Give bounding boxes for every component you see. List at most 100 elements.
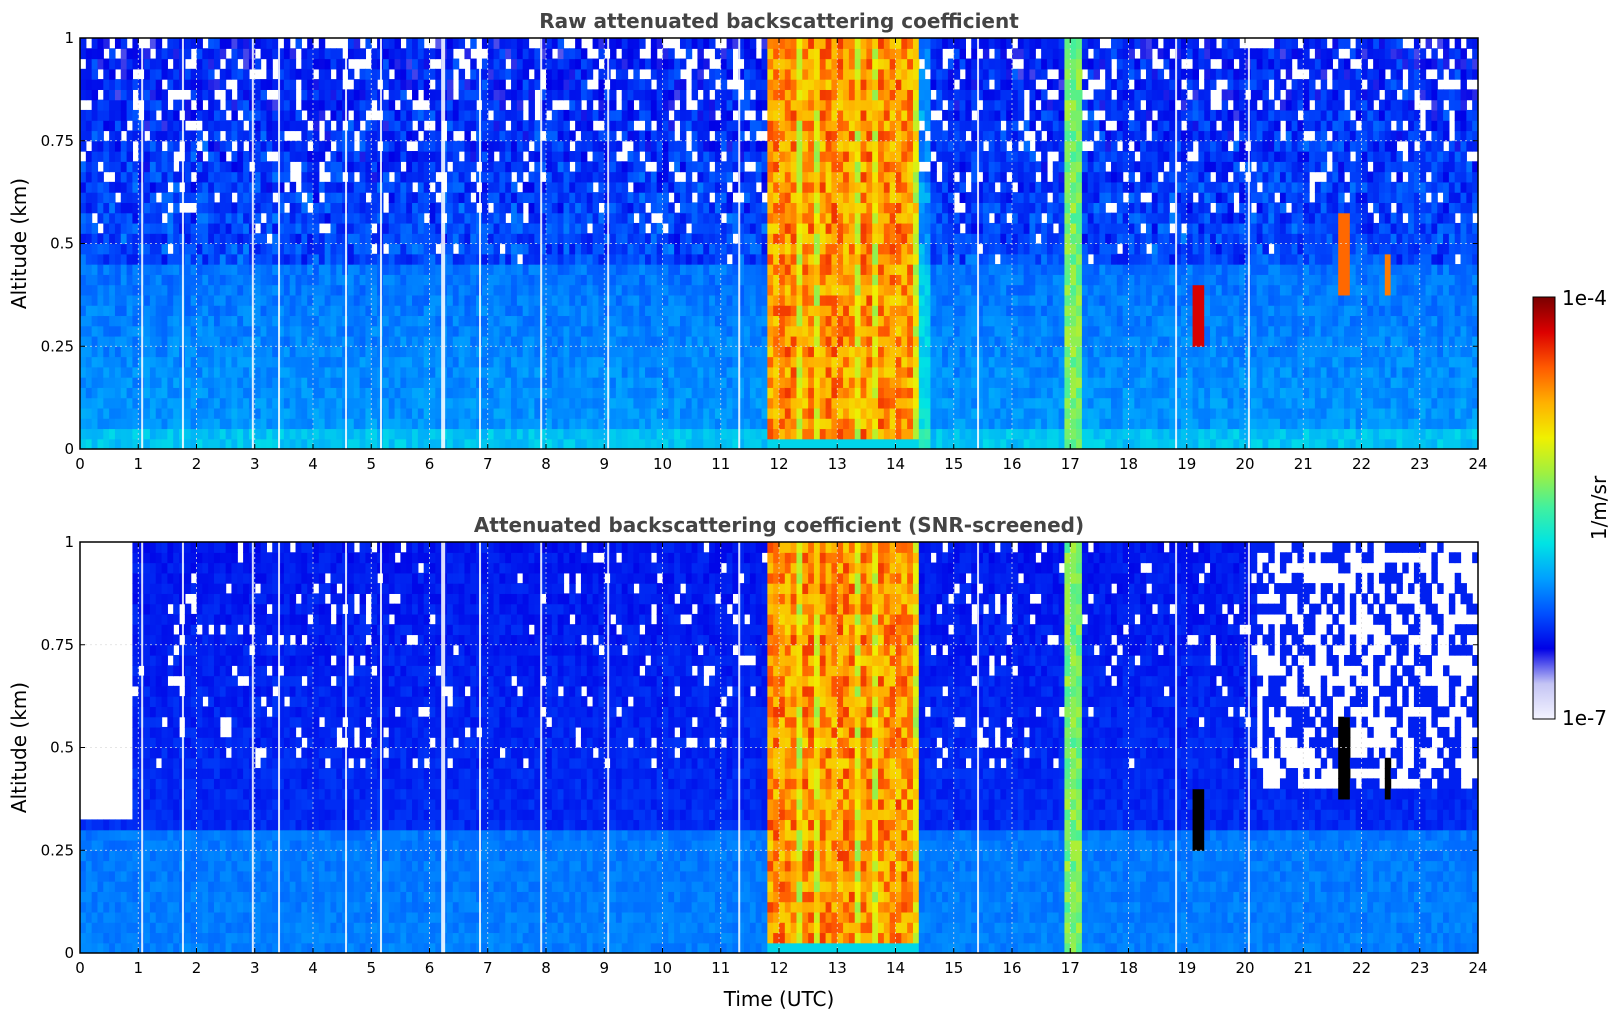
heatmap-cell	[499, 79, 506, 90]
heatmap-cell	[726, 325, 733, 337]
heatmap-cell	[301, 89, 308, 101]
heatmap-cell	[353, 38, 361, 49]
heatmap-cell	[615, 407, 623, 419]
heatmap-cell	[738, 397, 745, 409]
heatmap-cell	[388, 120, 396, 132]
heatmap-cell	[109, 181, 116, 193]
heatmap-cell	[97, 428, 104, 440]
heatmap-cell	[697, 151, 704, 162]
heatmap-cell	[493, 58, 500, 70]
heatmap-cell	[359, 418, 367, 430]
heatmap-cell	[237, 325, 244, 337]
heatmap-cell	[190, 428, 198, 440]
heatmap-cell	[621, 161, 629, 173]
heatmap-cell	[645, 428, 652, 440]
heatmap-cell	[697, 356, 704, 368]
heatmap-cell	[767, 79, 774, 90]
heatmap-cell	[668, 140, 675, 152]
heatmap-cell	[324, 428, 332, 440]
heatmap-cell	[400, 377, 407, 388]
heatmap-cell	[831, 222, 838, 234]
heatmap-cell	[627, 99, 634, 111]
heatmap-cell	[353, 335, 361, 347]
heatmap-cell	[225, 294, 233, 306]
heatmap-cell	[278, 315, 285, 327]
heatmap-cell	[336, 151, 343, 162]
heatmap-cell	[831, 418, 838, 430]
heatmap-cell	[388, 253, 396, 265]
heatmap-cell	[103, 212, 110, 224]
heatmap-cell	[703, 233, 710, 245]
heatmap-cell	[674, 305, 681, 317]
heatmap-cell	[114, 89, 122, 101]
heatmap-cell	[266, 356, 273, 368]
heatmap-cell	[149, 202, 157, 214]
heatmap-cell	[656, 233, 664, 245]
heatmap-cell	[208, 181, 215, 193]
heatmap-cell	[674, 140, 681, 152]
heatmap-cell	[662, 130, 669, 142]
heatmap-cell	[132, 315, 139, 327]
heatmap-cell	[575, 48, 582, 60]
heatmap-cell	[749, 366, 757, 378]
heatmap-cell	[639, 366, 646, 378]
heatmap-cell	[732, 120, 739, 132]
heatmap-cell	[161, 407, 168, 419]
heatmap-cell	[796, 222, 803, 234]
heatmap-cell	[347, 243, 355, 255]
heatmap-cell	[592, 109, 600, 121]
heatmap-cell	[679, 243, 687, 255]
heatmap-cell	[91, 325, 99, 337]
heatmap-cell	[149, 151, 157, 162]
heatmap-cell	[324, 325, 332, 337]
heatmap-cell	[412, 58, 419, 70]
heatmap-cell	[580, 243, 588, 255]
heatmap-cell	[808, 325, 815, 337]
heatmap-cell	[458, 274, 466, 286]
heatmap-cell	[813, 418, 821, 430]
heatmap-cell	[85, 202, 93, 214]
heatmap-cell	[656, 387, 664, 399]
heatmap-cell	[313, 89, 320, 101]
heatmap-cell	[592, 377, 600, 388]
heatmap-cell	[546, 264, 553, 275]
heatmap-cell	[551, 222, 559, 234]
heatmap-cell	[808, 171, 815, 183]
heatmap-cell	[569, 79, 576, 90]
heatmap-cell	[738, 181, 745, 193]
heatmap-cell	[767, 253, 774, 265]
heatmap-cell	[854, 428, 862, 440]
heatmap-cell	[557, 438, 565, 449]
heatmap-cell	[557, 366, 565, 378]
heatmap-cell	[324, 335, 332, 347]
heatmap-cell	[662, 89, 669, 101]
heatmap-cell	[412, 294, 419, 306]
heatmap-cell	[313, 397, 320, 409]
heatmap-cell	[301, 264, 308, 275]
heatmap-cell	[225, 366, 233, 378]
heatmap-cell	[470, 407, 477, 419]
heatmap-cell	[458, 377, 466, 388]
heatmap-cell	[196, 305, 203, 317]
heatmap-cell	[132, 294, 139, 306]
heatmap-cell	[423, 243, 431, 255]
heatmap-cell	[336, 68, 343, 80]
heatmap-cell	[85, 397, 93, 409]
heatmap-cell	[266, 38, 273, 49]
heatmap-cell	[330, 274, 337, 286]
heatmap-cell	[213, 202, 221, 214]
heatmap-cell	[412, 325, 419, 337]
heatmap-cell	[499, 294, 506, 306]
heatmap-cell	[353, 253, 361, 265]
heatmap-cell	[213, 335, 221, 347]
heatmap-cell	[819, 335, 827, 347]
heatmap-cell	[97, 181, 104, 193]
heatmap-cell	[749, 58, 757, 70]
heatmap-cell	[557, 140, 565, 152]
heatmap-cell	[237, 68, 244, 80]
heatmap-cell	[837, 284, 844, 296]
heatmap-cell	[825, 140, 833, 152]
heatmap-cell	[295, 325, 302, 337]
heatmap-cell	[132, 48, 139, 60]
heatmap-cell	[289, 366, 297, 378]
